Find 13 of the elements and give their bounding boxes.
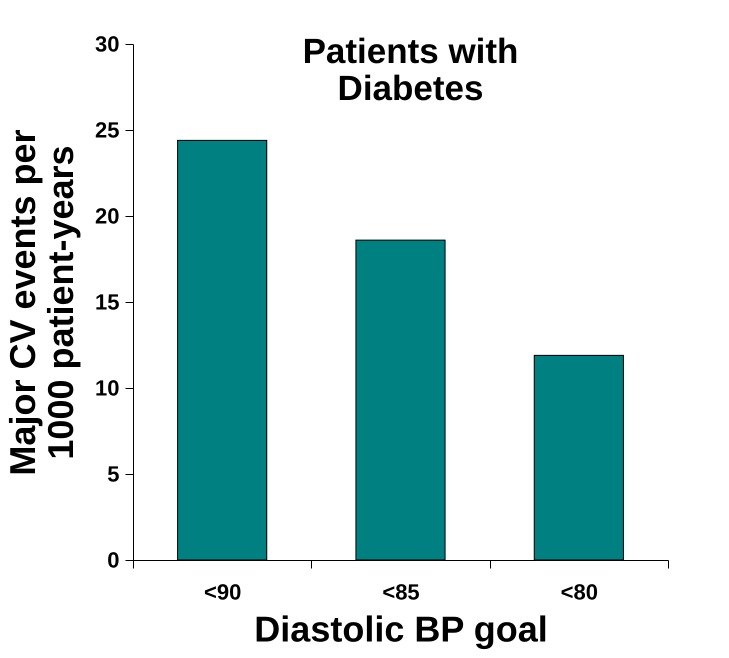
y-axis-title: Major CV events per 1000 patient-years xyxy=(2,129,82,476)
x-tick-label: <90 xyxy=(204,580,242,604)
y-tick-label: 25 xyxy=(95,118,120,142)
x-tick-label: <85 xyxy=(382,580,420,604)
y-tick-label: 5 xyxy=(107,462,120,486)
y-tick-label: 20 xyxy=(95,204,120,228)
x-tick-label: <80 xyxy=(560,580,598,604)
y-tick-label: 15 xyxy=(95,290,120,314)
chart-title: Patients with Diabetes xyxy=(302,32,518,108)
y-tick-label: 10 xyxy=(95,376,120,400)
y-tick-label: 0 xyxy=(107,548,120,572)
y-tick-label: 30 xyxy=(95,32,120,56)
x-axis-title: Diastolic BP goal xyxy=(254,608,548,650)
